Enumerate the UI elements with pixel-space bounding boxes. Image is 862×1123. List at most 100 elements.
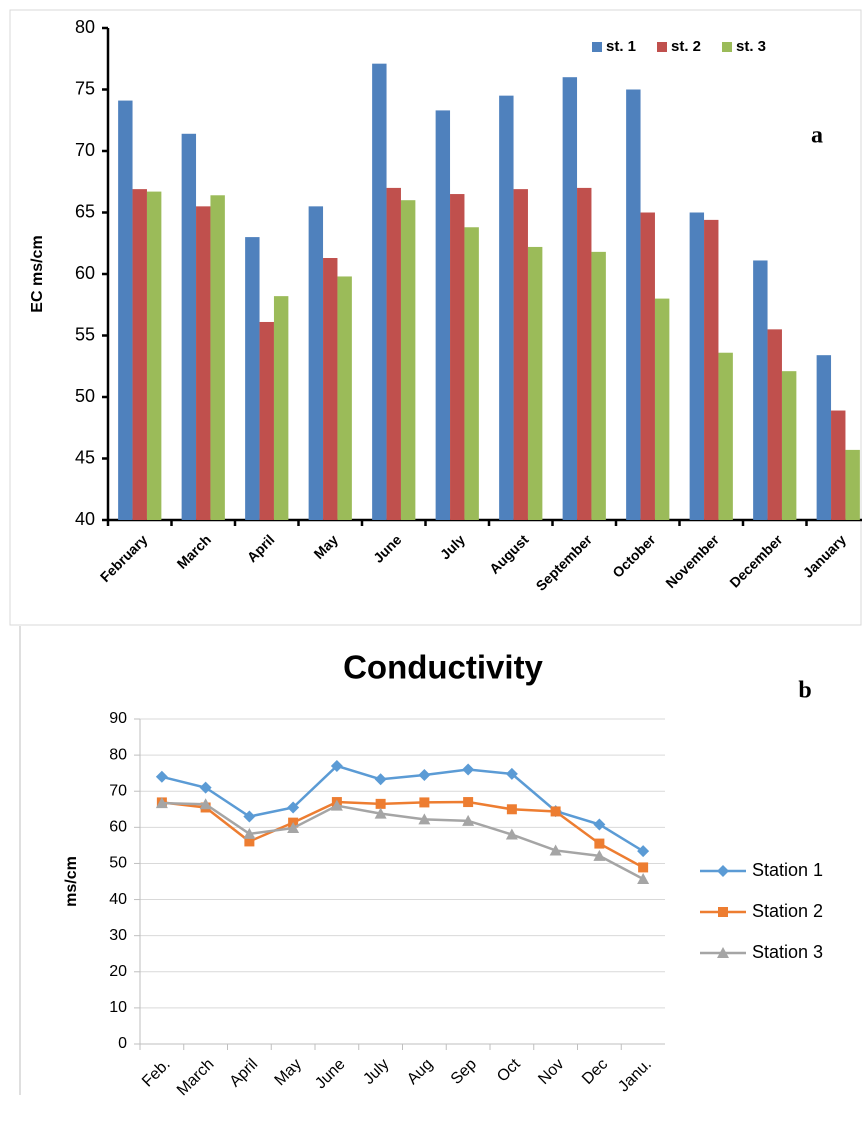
legend-label: st. 3 bbox=[736, 38, 766, 55]
bar bbox=[196, 206, 211, 520]
bar bbox=[210, 195, 225, 520]
line bbox=[161, 801, 644, 881]
marker bbox=[418, 813, 431, 825]
y-tick-label: 45 bbox=[75, 447, 95, 467]
bar bbox=[689, 212, 705, 520]
bar bbox=[654, 298, 670, 520]
y-tick-label: 65 bbox=[75, 201, 95, 221]
x-tick-label: Dec bbox=[579, 1056, 611, 1088]
bar bbox=[435, 110, 451, 520]
x-tick-label: July bbox=[437, 531, 468, 562]
bar bbox=[781, 371, 797, 520]
bar bbox=[464, 227, 479, 520]
bar bbox=[591, 251, 606, 521]
legend-label: st. 2 bbox=[671, 38, 701, 55]
x-tick-label: August bbox=[486, 531, 532, 577]
marker bbox=[375, 798, 386, 809]
chart-title: Conductivity bbox=[343, 649, 543, 686]
bar bbox=[386, 187, 401, 520]
x-tick-label: March bbox=[174, 531, 214, 571]
bar bbox=[718, 352, 733, 520]
marker bbox=[419, 797, 430, 808]
bar bbox=[767, 329, 782, 520]
bar bbox=[259, 321, 274, 520]
marker bbox=[593, 818, 606, 831]
x-tick-label: Sep bbox=[448, 1056, 480, 1088]
annotation: b bbox=[798, 678, 811, 704]
x-tick-label: Aug bbox=[404, 1056, 436, 1088]
y-tick-label: 40 bbox=[109, 891, 127, 908]
bar bbox=[816, 355, 832, 520]
y-tick-label: 50 bbox=[109, 855, 127, 872]
legend-swatch bbox=[722, 42, 732, 52]
y-tick-label: 30 bbox=[109, 927, 127, 944]
y-tick-label: 80 bbox=[75, 17, 95, 37]
legend-label: Station 1 bbox=[752, 860, 823, 880]
x-tick-label: March bbox=[174, 1056, 217, 1099]
y-tick-label: 60 bbox=[109, 819, 127, 836]
y-tick-label: 60 bbox=[75, 263, 95, 283]
y-tick-label: 75 bbox=[75, 78, 95, 98]
legend-swatch bbox=[657, 42, 667, 52]
x-tick-label: January bbox=[800, 531, 849, 580]
x-tick-label: Feb. bbox=[139, 1056, 174, 1091]
bar bbox=[831, 410, 846, 520]
legend-marker bbox=[718, 907, 728, 917]
y-tick-label: 50 bbox=[75, 386, 95, 406]
x-tick-label: Nov bbox=[535, 1056, 567, 1088]
y-tick-label: 80 bbox=[109, 746, 127, 763]
x-tick-label: April bbox=[244, 531, 278, 565]
marker bbox=[505, 828, 518, 840]
marker bbox=[287, 801, 300, 814]
marker bbox=[330, 799, 343, 811]
line bbox=[161, 800, 644, 869]
bar bbox=[450, 194, 465, 521]
y-tick-label: 70 bbox=[75, 140, 95, 160]
x-tick-label: September bbox=[533, 531, 596, 594]
marker bbox=[243, 827, 256, 839]
bar bbox=[273, 296, 289, 520]
legend-label: Station 3 bbox=[752, 942, 823, 962]
x-tick-label: May bbox=[272, 1056, 305, 1089]
marker bbox=[244, 836, 255, 847]
marker bbox=[155, 797, 168, 809]
line bbox=[161, 764, 644, 853]
marker bbox=[637, 872, 650, 884]
y-tick-label: 40 bbox=[75, 509, 95, 529]
y-axis-label: EC ms/cm bbox=[29, 235, 46, 312]
x-tick-label: Janu. bbox=[615, 1056, 655, 1096]
x-tick-label: April bbox=[227, 1056, 262, 1091]
marker bbox=[505, 767, 518, 780]
y-tick-label: 20 bbox=[109, 963, 127, 980]
legend-marker bbox=[717, 947, 729, 958]
legend-label: Station 2 bbox=[752, 901, 823, 921]
marker bbox=[418, 768, 431, 781]
marker bbox=[155, 770, 168, 783]
x-tick-label: June bbox=[370, 531, 405, 566]
bar bbox=[499, 95, 514, 521]
x-tick-label: July bbox=[360, 1056, 392, 1088]
y-tick-label: 55 bbox=[75, 324, 95, 344]
marker bbox=[462, 763, 475, 776]
marker bbox=[638, 862, 649, 873]
x-tick-label: May bbox=[310, 531, 341, 562]
bar bbox=[323, 258, 338, 520]
bar bbox=[400, 200, 416, 520]
bar bbox=[845, 449, 860, 520]
bar bbox=[308, 206, 324, 520]
bar bbox=[513, 189, 528, 520]
marker bbox=[374, 807, 387, 819]
bar bbox=[753, 260, 768, 520]
marker bbox=[287, 822, 300, 834]
y-tick-label: 10 bbox=[109, 999, 127, 1016]
legend-swatch bbox=[592, 42, 602, 52]
y-axis-label: ms/cm bbox=[63, 856, 80, 907]
bar bbox=[704, 219, 719, 520]
bar bbox=[245, 237, 260, 520]
x-tick-label: February bbox=[97, 531, 151, 585]
x-tick-label: November bbox=[662, 531, 722, 591]
y-tick-label: 90 bbox=[109, 710, 127, 727]
marker bbox=[330, 759, 343, 772]
bar bbox=[132, 189, 147, 520]
